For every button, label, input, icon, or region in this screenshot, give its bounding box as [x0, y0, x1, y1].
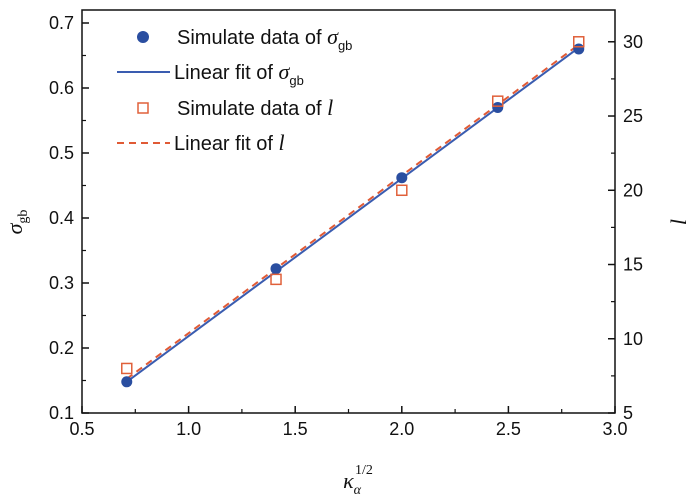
- y-axis-left-label: σgb: [2, 210, 31, 235]
- legend-swatch-square: [137, 102, 149, 114]
- y-left-tick-label: 0.4: [49, 208, 74, 228]
- legend-entry: Linear fit of σgb: [174, 59, 304, 88]
- data-point-square: [491, 95, 504, 107]
- x-tick-label: 1.5: [283, 419, 308, 439]
- y-left-tick-label: 0.1: [49, 403, 74, 423]
- data-point-circle: [270, 263, 282, 275]
- series-layer: [121, 36, 585, 388]
- y-right-tick-label: 15: [623, 255, 643, 275]
- legend-swatch-circle: [137, 31, 149, 43]
- x-tick-label: 2.5: [496, 419, 521, 439]
- x-tick-label: 3.0: [602, 419, 627, 439]
- y-axis-left: 0.1 0.2 0.3 0.4 0.5 0.6 0.7: [49, 13, 89, 423]
- data-point-square: [573, 36, 585, 48]
- plot-area: [81, 9, 616, 414]
- y-right-tick-label: 20: [623, 180, 643, 200]
- y-right-tick-label: 30: [623, 32, 643, 52]
- y-left-tick-label: 0.5: [49, 143, 74, 163]
- y-left-tick-label: 0.2: [49, 338, 74, 358]
- legend-entry: Simulate data of σgb: [177, 24, 352, 53]
- x-tick-label: 1.0: [176, 419, 201, 439]
- y-axis-right-label: l: [666, 219, 691, 225]
- y-left-tick-label: 0.3: [49, 273, 74, 293]
- data-point-circle: [492, 102, 504, 113]
- data-point-circle: [396, 172, 408, 184]
- y-right-tick-label: 5: [623, 403, 633, 423]
- data-point-circle: [573, 43, 585, 55]
- y-left-tick-label: 0.7: [49, 13, 74, 33]
- data-point-square: [270, 273, 282, 286]
- data-point-circle: [121, 376, 133, 388]
- legend-entry: Simulate data of l: [177, 95, 333, 120]
- legend: Simulate data of σgb Linear fit of σgb Sim…: [117, 24, 352, 155]
- x-tick-label: 2.0: [389, 419, 414, 439]
- y-axis-right: 5 10 15 20 25 30: [608, 32, 643, 423]
- y-right-tick-label: 25: [623, 106, 643, 126]
- y-left-tick-label: 0.6: [49, 78, 74, 98]
- data-point-square: [396, 184, 408, 197]
- series-line-3: [126, 43, 580, 380]
- data-point-square: [121, 362, 133, 375]
- x-axis-label: κα1/2: [343, 463, 373, 498]
- legend-entry: Linear fit of l: [174, 130, 285, 155]
- x-axis: 0.5 1.0 1.5 2.0 2.5 3.0: [69, 406, 628, 439]
- plot-frame: [81, 9, 616, 414]
- y-right-tick-label: 10: [623, 329, 643, 349]
- x-tick-label: 0.5: [69, 419, 94, 439]
